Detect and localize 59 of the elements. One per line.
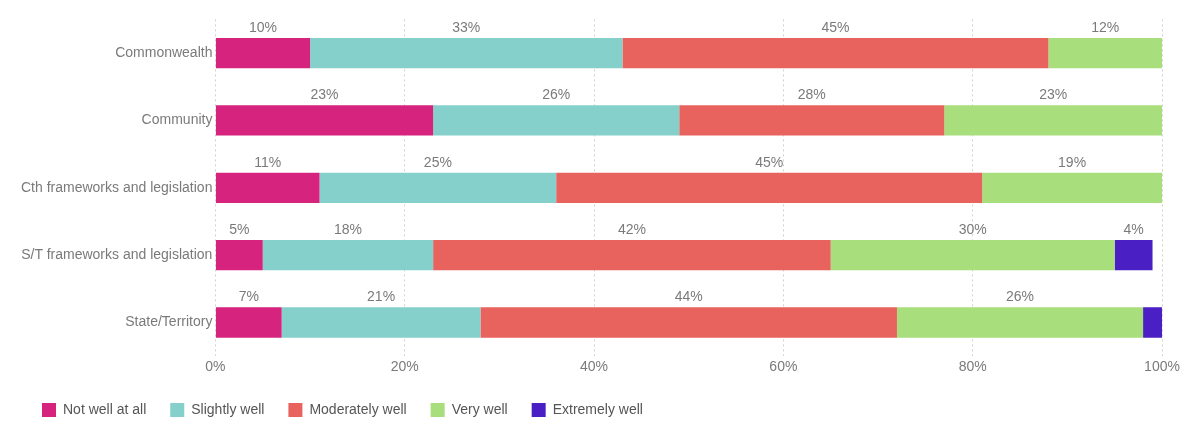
x-tick-label: 80%	[958, 358, 987, 375]
bar	[1048, 37, 1162, 69]
legend-label: Moderately well	[309, 400, 407, 417]
bar	[433, 240, 831, 271]
bar	[622, 37, 1049, 69]
data-label: 21%	[367, 288, 396, 305]
bar	[215, 307, 282, 338]
data-label: 18%	[333, 220, 362, 237]
bar	[215, 37, 311, 69]
data-label: 26%	[1006, 288, 1035, 305]
data-label: 33%	[452, 18, 481, 35]
data-label: 7%	[238, 288, 259, 305]
y-tick-label: State/Territory	[125, 313, 213, 330]
bar	[1143, 307, 1162, 338]
data-label: 42%	[617, 220, 646, 237]
legend-label: Extremely well	[552, 400, 643, 417]
data-label: 5%	[229, 220, 250, 237]
data-label: 11%	[254, 153, 282, 170]
data-label: 28%	[797, 86, 826, 103]
y-tick-label: S/T frameworks and legislation	[21, 246, 213, 263]
bar	[830, 240, 1115, 271]
bar	[433, 105, 680, 136]
data-label: 12%	[1091, 18, 1120, 35]
legend-label: Slightly well	[191, 400, 265, 417]
bar	[679, 105, 945, 136]
x-tick-label: 40%	[580, 358, 609, 375]
y-tick-label: Commonwealth	[115, 43, 213, 60]
bar	[556, 172, 983, 203]
bar	[215, 172, 320, 203]
data-label: 30%	[958, 220, 987, 237]
bar	[896, 307, 1144, 338]
legend-label: Not well at all	[63, 400, 147, 417]
x-tick-label: 0%	[205, 358, 226, 375]
bar	[480, 307, 897, 338]
data-label: 45%	[821, 18, 850, 35]
bar	[262, 240, 434, 271]
data-label: 44%	[674, 288, 703, 305]
data-label: 23%	[1039, 86, 1068, 103]
y-tick-label: Community	[141, 111, 213, 128]
bar	[982, 172, 1162, 203]
data-label: 19%	[1058, 153, 1087, 170]
bar	[215, 240, 263, 271]
y-tick-label: Cth frameworks and legislation	[21, 178, 213, 195]
bar	[944, 105, 1162, 136]
bar	[1114, 240, 1153, 271]
legend-label: Very well	[451, 400, 508, 417]
x-tick-label: 60%	[769, 358, 798, 375]
x-tick-label: 100%	[1144, 358, 1180, 375]
bar	[215, 105, 434, 136]
bar	[319, 172, 557, 203]
data-label: 4%	[1123, 220, 1144, 237]
data-label: 10%	[248, 18, 278, 35]
data-label: 45%	[755, 153, 784, 170]
data-label: 26%	[542, 86, 571, 103]
bar	[310, 37, 623, 69]
data-label: 25%	[423, 153, 452, 170]
data-label: 23%	[310, 86, 339, 103]
bar	[281, 307, 481, 338]
x-tick-label: 20%	[390, 358, 419, 375]
